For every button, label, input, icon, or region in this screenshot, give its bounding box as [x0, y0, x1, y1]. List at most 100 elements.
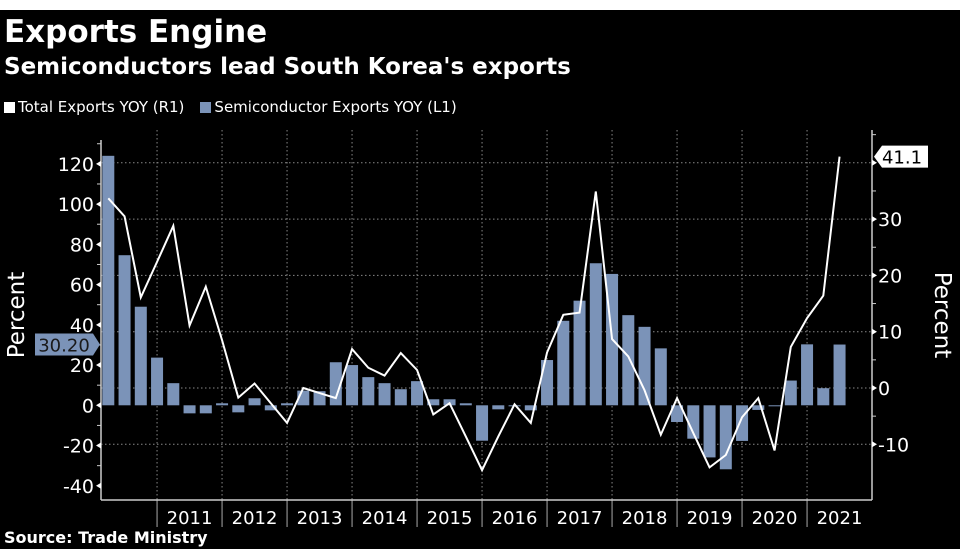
right-tick-label: 0	[878, 378, 890, 400]
bar	[801, 344, 814, 406]
bar	[459, 403, 472, 406]
x-tick-label: 2020	[752, 508, 798, 529]
legend-item-semiconductor-exports: Semiconductor Exports YOY (L1)	[200, 98, 457, 116]
right-tick-label: -10	[878, 434, 909, 456]
left-tick-label: 20	[70, 355, 94, 377]
left-tick	[96, 442, 101, 449]
chart-subtitle: Semiconductors lead South Korea's export…	[4, 54, 571, 80]
bar	[411, 381, 424, 406]
bar	[427, 399, 440, 406]
left-tick	[96, 281, 101, 288]
left-tick-label: 0	[82, 395, 94, 417]
x-tick-label: 2018	[622, 508, 668, 529]
left-tick-label: -20	[63, 436, 94, 458]
legend-label: Semiconductor Exports YOY (L1)	[214, 98, 457, 116]
left-tick-label: 120	[58, 154, 94, 176]
bar	[833, 344, 846, 406]
left-tick-label: 40	[70, 315, 94, 337]
right-axis-label: Percent	[929, 272, 955, 359]
chart-panel	[0, 10, 960, 549]
bar	[281, 403, 294, 406]
x-tick-label: 2021	[817, 508, 863, 529]
bar	[232, 405, 245, 413]
bar	[151, 357, 164, 406]
legend: Total Exports YOY (R1) Semiconductor Exp…	[4, 98, 457, 116]
bar	[248, 398, 261, 406]
bar	[654, 348, 667, 406]
bar	[703, 405, 716, 458]
left-tick-label: 60	[70, 275, 94, 297]
bar	[638, 326, 651, 406]
bar	[784, 380, 797, 406]
x-tick-label: 2017	[557, 508, 603, 529]
bar	[118, 255, 131, 406]
bar	[768, 405, 781, 407]
right-tick	[872, 441, 877, 448]
left-tick	[96, 201, 101, 208]
left-tick	[96, 241, 101, 248]
source-note: Source: Trade Ministry	[4, 528, 208, 547]
legend-swatch-bar	[200, 101, 212, 113]
bar	[216, 403, 229, 406]
chart-title: Exports Engine	[4, 14, 268, 50]
bar	[378, 383, 391, 406]
last-value-label-right: 41.1	[882, 148, 922, 169]
bar	[719, 405, 732, 470]
bar	[817, 388, 830, 406]
bar	[183, 405, 196, 414]
left-tick	[96, 321, 101, 328]
bar	[346, 365, 359, 406]
legend-label: Total Exports YOY (R1)	[18, 98, 185, 116]
left-tick-label: 100	[58, 194, 94, 216]
left-tick	[96, 402, 101, 409]
bar	[329, 362, 342, 406]
legend-item-total-exports: Total Exports YOY (R1)	[4, 98, 184, 116]
x-tick-label: 2014	[362, 508, 408, 529]
last-value-callout-left	[35, 333, 100, 356]
x-tick-label: 2015	[427, 508, 473, 529]
x-tick-label: 2013	[297, 508, 343, 529]
x-tick-label: 2019	[687, 508, 733, 529]
bar	[557, 320, 570, 406]
bar	[589, 263, 602, 406]
right-tick-label: 20	[878, 265, 902, 287]
bar	[687, 405, 700, 439]
x-tick-label: 2012	[232, 508, 278, 529]
bar	[622, 315, 635, 406]
left-tick-label: -40	[63, 476, 94, 498]
right-tick	[872, 159, 877, 166]
left-tick	[96, 160, 101, 167]
legend-swatch-line	[4, 101, 15, 113]
bar	[541, 360, 554, 406]
bar	[199, 405, 212, 414]
bar	[524, 405, 537, 411]
bar	[134, 306, 147, 406]
bar	[492, 405, 505, 410]
right-tick	[872, 328, 877, 335]
bar	[362, 377, 375, 406]
left-tick	[96, 482, 101, 489]
last-value-label-left: 30.20	[38, 336, 90, 357]
bar	[573, 300, 586, 406]
right-tick-label: 10	[878, 322, 902, 344]
bar	[476, 405, 489, 441]
x-tick-label: 2016	[492, 508, 538, 529]
bar	[102, 155, 115, 406]
left-axis-label: Percent	[4, 272, 30, 359]
last-value-callout-right	[874, 145, 928, 168]
right-tick-label: 30	[878, 209, 902, 231]
bar	[736, 405, 749, 441]
x-tick-label: 2011	[167, 508, 213, 529]
left-tick	[96, 362, 101, 369]
left-tick-label: 80	[70, 234, 94, 256]
line-total-exports	[107, 156, 841, 473]
right-tick	[872, 385, 877, 391]
bar	[671, 405, 684, 422]
bar	[752, 405, 765, 410]
right-tick	[872, 216, 877, 223]
bar	[167, 383, 180, 406]
right-tick	[872, 272, 877, 279]
bar	[264, 405, 277, 411]
bar	[394, 389, 407, 406]
